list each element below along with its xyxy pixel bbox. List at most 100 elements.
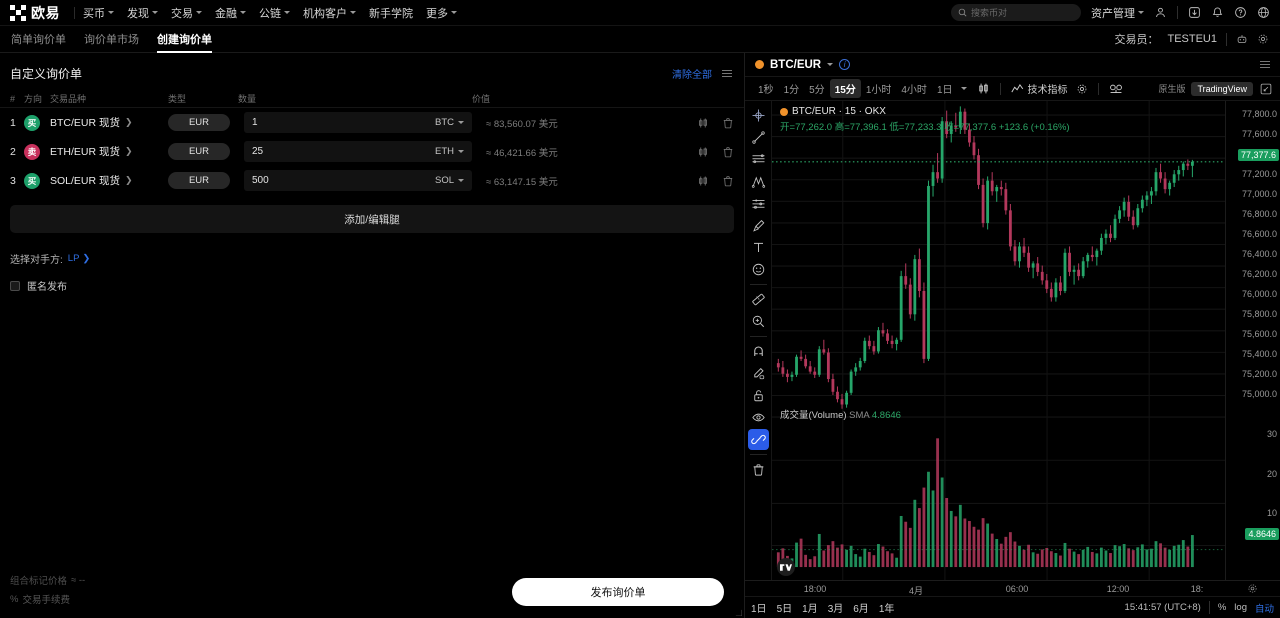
brush-icon[interactable] [748,215,769,236]
delete-row-icon[interactable] [722,146,734,158]
type-pill[interactable]: EUR [168,172,230,189]
emoji-icon[interactable] [748,259,769,280]
resize-grip[interactable] [735,609,742,616]
direction-cell[interactable]: 买 [24,172,50,189]
range-6mo[interactable]: 6月 [853,604,869,615]
timeframe-15m[interactable]: 15分 [829,79,861,98]
zoom-icon[interactable] [748,311,769,332]
ruler-icon[interactable] [748,289,769,310]
pencil-lock-icon[interactable] [748,363,769,384]
timeframe-4h[interactable]: 4小时 [901,85,927,96]
horizontal-lines-icon[interactable] [748,149,769,170]
counterparty-value[interactable]: LP ❯ [68,253,91,264]
robot-icon[interactable] [1236,33,1248,45]
range-1d[interactable]: 1日 [751,604,767,615]
trash-icon[interactable] [748,459,769,480]
crosshair-icon[interactable] [748,105,769,126]
bell-icon[interactable] [1211,6,1224,19]
type-pill[interactable]: EUR [168,114,230,131]
fib-pitchfork-icon[interactable] [748,171,769,192]
version-tradingview[interactable]: TradingView [1191,81,1253,96]
trend-line-icon[interactable] [748,127,769,148]
clear-all-button[interactable]: 清除全部 [672,70,712,81]
candlestick-icon[interactable] [697,146,709,158]
nav-item-assets[interactable]: 资产管理 [1091,5,1144,21]
quantity-unit-selector[interactable]: SOL [435,175,464,186]
help-icon[interactable] [1234,6,1247,19]
quantity-unit-selector[interactable]: BTC [435,117,464,128]
direction-badge-sell[interactable]: 卖 [24,143,40,160]
price-axis[interactable]: 77,800.0 77,600.0 77,377.6 77,200.0 77,0… [1225,101,1280,580]
chevron-down-icon[interactable] [960,87,967,90]
timeframe-1m[interactable]: 1分 [783,85,800,96]
quantity-input[interactable]: 1 BTC [244,112,472,133]
fullscreen-icon[interactable] [1260,83,1272,95]
nav-item-finance[interactable]: 金融 [215,5,246,21]
range-3mo[interactable]: 3月 [827,604,844,615]
link-icon[interactable] [747,429,769,450]
range-1mo[interactable]: 1月 [802,604,818,615]
chevron-down-icon[interactable] [827,63,834,66]
direction-badge-buy[interactable]: 买 [24,114,40,131]
quantity-input[interactable]: 500 SOL [244,170,472,191]
log-scale-toggle[interactable]: log [1234,602,1247,613]
chart-type-candles-icon[interactable] [973,82,994,95]
quantity-unit-selector[interactable]: ETH [435,146,464,157]
search-box[interactable] [951,4,1081,21]
candlestick-icon[interactable] [697,175,709,187]
timeframe-5m[interactable]: 5分 [809,85,825,96]
add-edit-leg-button[interactable]: 添加/编辑腿 [10,205,734,233]
tradingview-logo[interactable] [777,558,795,576]
user-icon[interactable] [1154,6,1167,19]
direction-badge-buy[interactable]: 买 [24,172,40,189]
globe-icon[interactable] [1257,6,1270,19]
timeframe-1h[interactable]: 1小时 [865,85,892,96]
eye-icon[interactable] [748,407,769,428]
auto-scale-toggle[interactable]: 自动 [1254,603,1274,615]
time-axis[interactable]: 18:00 4月 06:00 12:00 18: [745,580,1225,596]
search-input[interactable] [971,7,1074,18]
gear-icon[interactable] [1257,33,1269,45]
nav-item-discover[interactable]: 发现 [127,5,158,21]
chart-settings-gear-icon[interactable] [1072,83,1092,95]
delete-row-icon[interactable] [722,117,734,129]
nav-item-public-chain[interactable]: 公链 [259,5,290,21]
compare-icon[interactable] [1105,83,1127,95]
info-icon[interactable]: i [839,59,851,70]
download-icon[interactable] [1188,6,1201,19]
okx-logo[interactable]: 欧易 [10,3,60,23]
timeframe-1d[interactable]: 1日 [936,85,953,96]
nav-item-institutional[interactable]: 机构客户 [303,5,356,21]
nav-item-buy-crypto[interactable]: 买币 [83,5,114,21]
magnet-icon[interactable] [748,341,769,362]
nav-item-trade[interactable]: 交易 [171,5,202,21]
delete-row-icon[interactable] [722,175,734,187]
tab-simple-rfq[interactable]: 简单询价单 [11,34,66,46]
menu-icon[interactable] [722,70,732,77]
chart-menu-icon[interactable] [1260,61,1270,68]
version-native[interactable]: 原生版 [1158,84,1186,94]
nav-item-academy[interactable]: 新手学院 [369,5,413,21]
direction-cell[interactable]: 买 [24,114,50,131]
candlestick-icon[interactable] [697,117,709,129]
direction-cell[interactable]: 卖 [24,143,50,160]
chart-settings-corner[interactable] [1225,580,1280,596]
symbol-selector[interactable]: SOL/EUR 现货 ❯ [50,173,168,188]
timeframe-1s[interactable]: 1秒 [758,85,774,96]
indicators-button[interactable]: 技术指标 [1007,81,1072,96]
symbol-selector[interactable]: BTC/EUR 现货 ❯ [50,115,168,130]
percent-scale-toggle[interactable]: % [1217,602,1227,613]
range-1y[interactable]: 1年 [878,604,895,615]
lock-icon[interactable] [748,385,769,406]
tab-create-rfq[interactable]: 创建询价单 [157,26,212,53]
anonymous-checkbox[interactable] [10,280,20,291]
type-pill[interactable]: EUR [168,143,230,160]
chart-plot-area[interactable]: BTC/EUR · 15 · OKX 开=77,262.0 高=77,396.1… [772,101,1225,580]
publish-rfq-button[interactable]: 发布询价单 [512,578,724,606]
range-5d[interactable]: 5日 [776,604,793,615]
text-icon[interactable] [748,237,769,258]
symbol-selector[interactable]: ETH/EUR 现货 ❯ [50,144,168,159]
tab-rfq-market[interactable]: 询价单市场 [84,34,139,46]
quantity-input[interactable]: 25 ETH [244,141,472,162]
nav-item-more[interactable]: 更多 [426,5,457,21]
